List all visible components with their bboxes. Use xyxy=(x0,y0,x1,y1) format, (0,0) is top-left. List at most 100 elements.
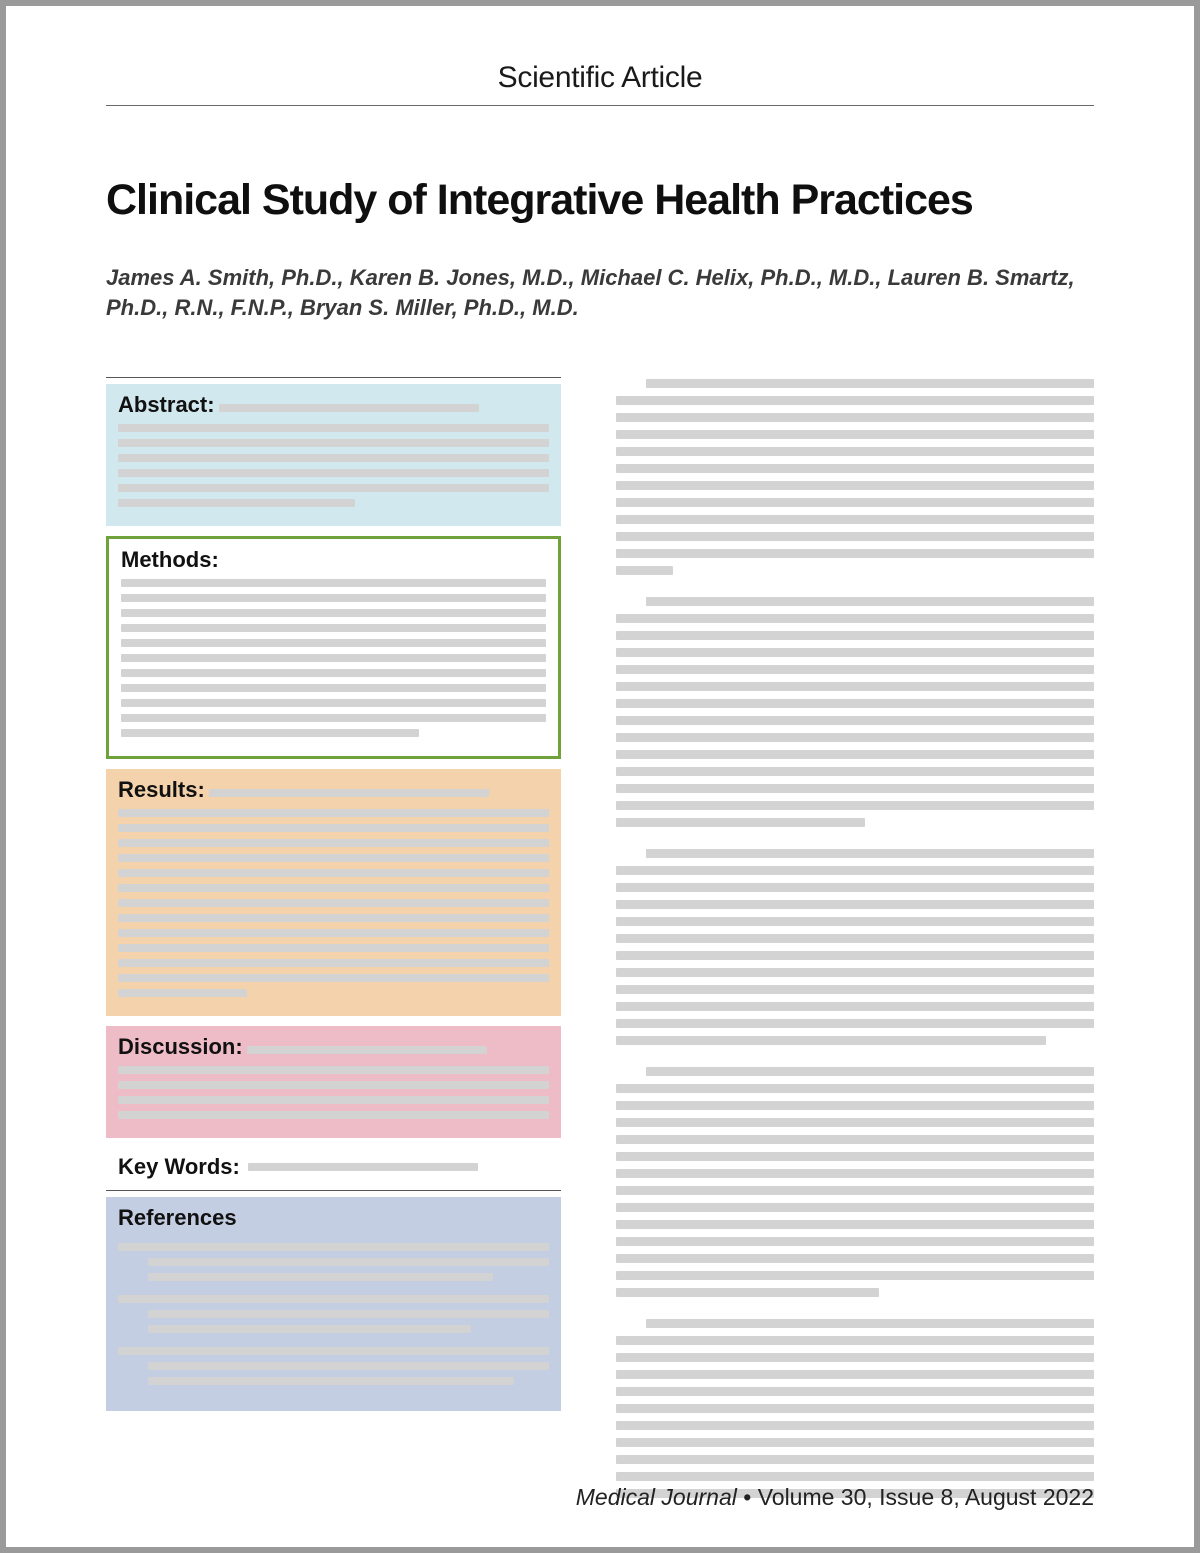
placeholder-line xyxy=(616,883,1094,892)
placeholder-line xyxy=(121,594,546,602)
placeholder-line xyxy=(616,716,1094,725)
placeholder-line xyxy=(646,849,1094,858)
body-paragraph xyxy=(616,597,1094,827)
placeholder-line xyxy=(616,413,1094,422)
placeholder-line xyxy=(616,1271,1094,1280)
placeholder-line xyxy=(616,1135,1094,1144)
placeholder-line xyxy=(118,1066,549,1074)
placeholder-line xyxy=(616,1186,1094,1195)
placeholder-line xyxy=(616,1237,1094,1246)
placeholder-line xyxy=(118,499,355,507)
discussion-body xyxy=(118,1066,549,1119)
authors-line: James A. Smith, Ph.D., Karen B. Jones, M… xyxy=(106,263,1094,322)
placeholder-line xyxy=(118,1096,549,1104)
placeholder-line xyxy=(118,1111,549,1119)
placeholder-line xyxy=(616,1152,1094,1161)
placeholder-line xyxy=(118,929,549,937)
placeholder-line xyxy=(616,1421,1094,1430)
placeholder-line xyxy=(118,989,247,997)
placeholder-line xyxy=(646,379,1094,388)
placeholder-line xyxy=(616,566,673,575)
body-paragraph xyxy=(616,1319,1094,1498)
methods-heading: Methods: xyxy=(121,547,219,572)
placeholder-line xyxy=(616,1101,1094,1110)
placeholder-line xyxy=(616,1019,1094,1028)
placeholder-line xyxy=(616,1169,1094,1178)
placeholder-line xyxy=(616,1472,1094,1481)
placeholder-line xyxy=(616,985,1094,994)
page: Scientific Article Clinical Study of Int… xyxy=(6,6,1194,1547)
placeholder-line xyxy=(616,1118,1094,1127)
placeholder-line xyxy=(118,869,549,877)
placeholder-line xyxy=(118,809,549,817)
placeholder-line xyxy=(616,934,1094,943)
placeholder-line xyxy=(118,839,549,847)
placeholder-line xyxy=(616,430,1094,439)
references-section: References xyxy=(106,1197,561,1411)
placeholder-line xyxy=(616,498,1094,507)
body-paragraph xyxy=(616,1067,1094,1297)
placeholder-line xyxy=(118,1081,549,1089)
placeholder-line xyxy=(616,464,1094,473)
placeholder-line xyxy=(616,1203,1094,1212)
placeholder-line xyxy=(118,974,549,982)
placeholder-line xyxy=(616,1002,1094,1011)
right-column xyxy=(616,377,1094,1520)
footer-citation: Medical Journal • Volume 30, Issue 8, Au… xyxy=(576,1484,1094,1511)
placeholder-line xyxy=(118,899,549,907)
placeholder-line xyxy=(616,784,1094,793)
keywords-heading: Key Words: xyxy=(118,1154,240,1180)
methods-body xyxy=(121,579,546,737)
placeholder-line xyxy=(616,481,1094,490)
placeholder-line xyxy=(118,824,549,832)
placeholder-line xyxy=(148,1325,471,1333)
placeholder-line xyxy=(616,818,865,827)
placeholder-line xyxy=(616,750,1094,759)
placeholder-line xyxy=(118,439,549,447)
issue-info: Volume 30, Issue 8, August 2022 xyxy=(758,1484,1094,1510)
placeholder-line xyxy=(121,729,419,737)
placeholder-line xyxy=(148,1377,514,1385)
placeholder-line xyxy=(616,900,1094,909)
placeholder-line xyxy=(118,469,549,477)
placeholder-line xyxy=(247,1046,487,1054)
placeholder-line xyxy=(148,1362,549,1370)
header-rule xyxy=(106,105,1094,106)
placeholder-line xyxy=(616,549,1094,558)
placeholder-line xyxy=(616,532,1094,541)
placeholder-line xyxy=(121,624,546,632)
placeholder-line xyxy=(616,1387,1094,1396)
placeholder-line xyxy=(118,884,549,892)
reference-entry xyxy=(118,1295,549,1333)
left-top-rule xyxy=(106,377,561,378)
placeholder-line xyxy=(209,789,489,797)
article-title: Clinical Study of Integrative Health Pra… xyxy=(106,176,1094,225)
methods-section: Methods: xyxy=(106,536,561,759)
references-top-rule xyxy=(106,1190,561,1191)
discussion-heading: Discussion: xyxy=(118,1034,243,1059)
results-heading: Results: xyxy=(118,777,205,802)
placeholder-line xyxy=(121,669,546,677)
abstract-section: Abstract: xyxy=(106,384,561,526)
placeholder-line xyxy=(118,914,549,922)
placeholder-line xyxy=(616,951,1094,960)
placeholder-line xyxy=(148,1258,549,1266)
references-heading: References xyxy=(118,1205,549,1231)
results-section: Results: xyxy=(106,769,561,1016)
placeholder-line xyxy=(616,733,1094,742)
placeholder-line xyxy=(616,917,1094,926)
placeholder-line xyxy=(616,682,1094,691)
placeholder-line xyxy=(616,1404,1094,1413)
placeholder-line xyxy=(118,424,549,432)
reference-entry xyxy=(118,1347,549,1385)
placeholder-line xyxy=(148,1273,493,1281)
placeholder-line xyxy=(121,699,546,707)
placeholder-line xyxy=(646,1067,1094,1076)
placeholder-line xyxy=(616,1084,1094,1093)
footer-separator: • xyxy=(737,1484,758,1510)
placeholder-line xyxy=(616,1254,1094,1263)
placeholder-line xyxy=(248,1163,478,1171)
placeholder-line xyxy=(616,801,1094,810)
abstract-heading: Abstract: xyxy=(118,392,215,417)
placeholder-line xyxy=(616,968,1094,977)
